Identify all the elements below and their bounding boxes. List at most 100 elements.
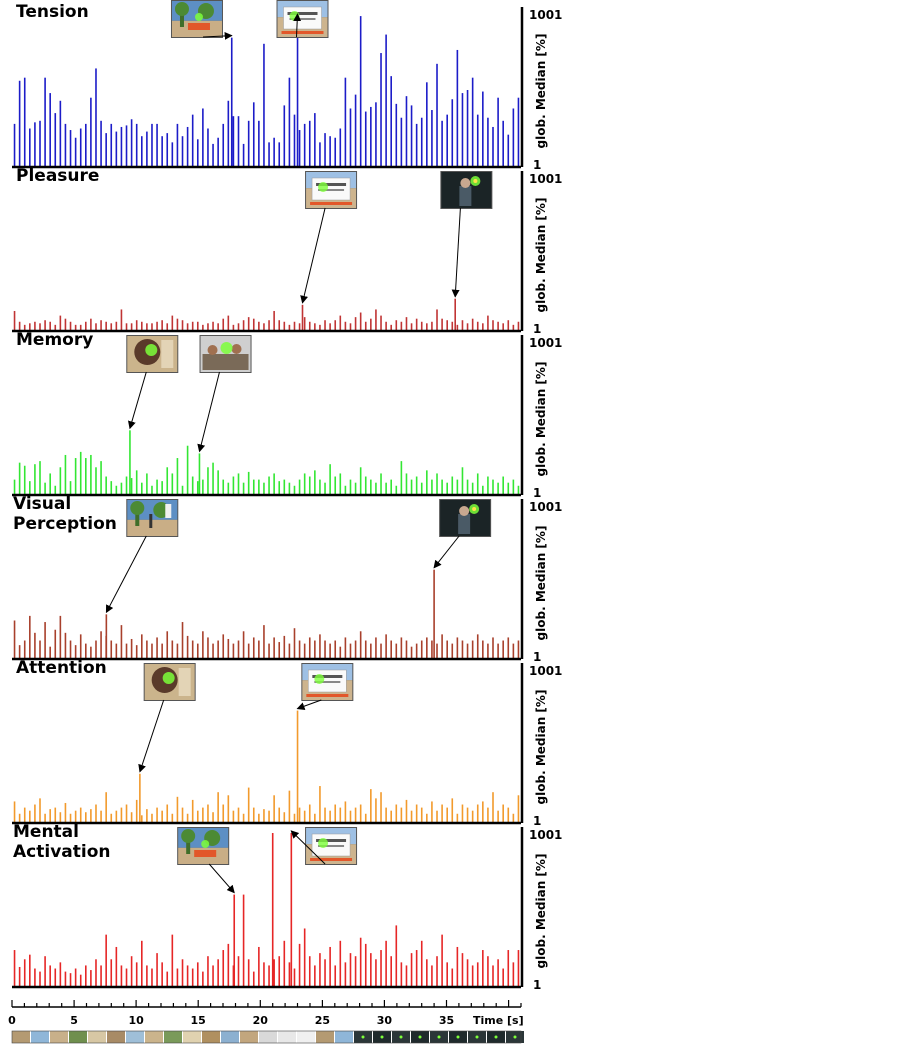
thumbnail-1 [170, 0, 223, 38]
bar [288, 324, 291, 331]
bar [69, 130, 72, 167]
bar [115, 321, 118, 331]
time-tick-label: 15 [191, 1014, 206, 1027]
bar [69, 813, 72, 823]
film-frame-gaze [361, 1035, 365, 1039]
bar [202, 631, 204, 659]
bar [120, 625, 123, 659]
bar [375, 798, 377, 823]
peak-bar-2 [433, 569, 435, 659]
bar [242, 320, 245, 331]
bar [415, 643, 418, 659]
y-tick-top: 1001 [529, 336, 562, 350]
bar [125, 476, 128, 495]
bars-tension [13, 16, 520, 168]
bar [23, 465, 26, 495]
bar [247, 471, 250, 495]
bar [141, 321, 143, 331]
bar [487, 315, 489, 331]
bar [227, 795, 230, 823]
bar [446, 320, 448, 331]
bar [308, 956, 311, 987]
bar [161, 320, 163, 331]
bar [232, 965, 235, 987]
bar [13, 801, 16, 823]
bar [39, 120, 41, 167]
bar [227, 100, 230, 167]
bar [130, 956, 133, 987]
bar [314, 965, 316, 987]
bar [482, 91, 484, 167]
bar [466, 90, 469, 167]
bar [258, 120, 260, 167]
bar [461, 640, 464, 659]
bar [512, 108, 515, 167]
bar [44, 77, 46, 167]
bar [466, 643, 469, 659]
y-tick-top: 1001 [529, 8, 562, 22]
bar [334, 476, 337, 495]
bar [34, 968, 36, 987]
bar [400, 117, 403, 167]
bar [18, 966, 21, 987]
bar [212, 965, 214, 987]
bar [161, 481, 163, 495]
bar [247, 787, 250, 823]
bar [166, 467, 169, 495]
bar [242, 482, 245, 495]
film-frame [88, 1031, 106, 1043]
bar [375, 309, 377, 331]
bar [451, 321, 454, 331]
bar [349, 953, 352, 987]
bar [431, 110, 433, 167]
bar [29, 481, 31, 495]
thumbnail-2 [301, 663, 354, 701]
bar [303, 317, 306, 331]
bar [222, 634, 225, 659]
bar [502, 323, 504, 331]
bar [120, 309, 123, 331]
bar [517, 640, 520, 659]
thumbnail-2 [276, 0, 329, 38]
filmstrip-border [11, 1030, 522, 1044]
bar [120, 482, 123, 495]
bar [146, 131, 148, 167]
bar [370, 106, 372, 167]
pointer-arrow-1 [138, 699, 165, 773]
bar [339, 940, 342, 987]
bar [85, 643, 87, 659]
bar [410, 323, 413, 331]
bar [308, 804, 311, 823]
bar [29, 810, 31, 823]
bar [54, 968, 57, 987]
film-frame [126, 1031, 144, 1043]
bar [34, 321, 36, 331]
panel-attention: 1001 1 glob. Median [%] Attention [12, 658, 562, 828]
bar [390, 324, 392, 331]
bar [151, 643, 153, 659]
bar [405, 473, 408, 495]
bar [191, 321, 194, 331]
bar [59, 467, 62, 495]
y-tick-bottom: 1 [533, 650, 541, 664]
bar [49, 321, 51, 331]
peak-bar-3 [290, 833, 293, 987]
panel-title: Attention [16, 658, 107, 678]
bar [436, 473, 438, 495]
bar [247, 959, 250, 987]
panel-title: Pleasure [16, 166, 99, 186]
bar [380, 53, 382, 167]
bar [69, 481, 72, 495]
bar [375, 482, 377, 495]
bar [482, 801, 484, 823]
time-tick-label: 10 [128, 1014, 144, 1027]
bar [400, 321, 403, 331]
bar [263, 809, 265, 823]
y-axis-label: glob. Median [%] [534, 34, 548, 149]
bar [79, 807, 82, 823]
bar [49, 473, 51, 495]
bar [426, 637, 428, 659]
bar [23, 77, 26, 167]
bar [380, 950, 382, 987]
bar [79, 128, 82, 167]
